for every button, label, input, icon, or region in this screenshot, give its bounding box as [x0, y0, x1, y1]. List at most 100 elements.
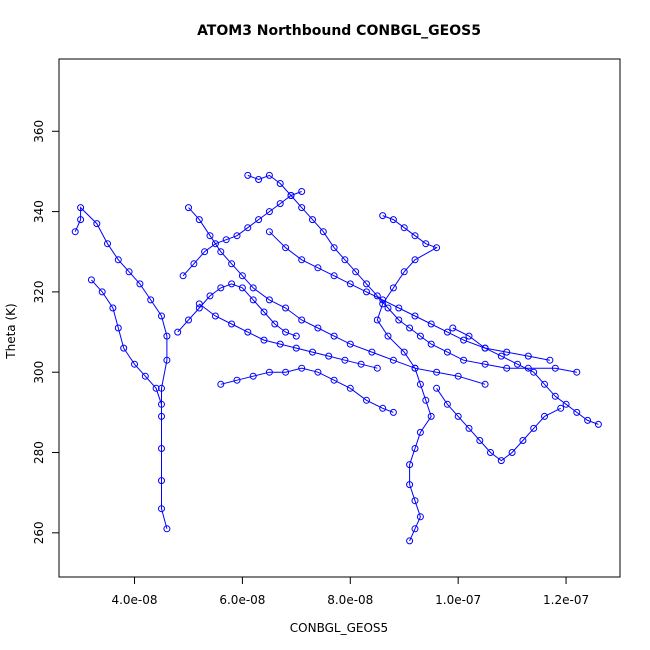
data-point — [400, 268, 408, 276]
data-point — [265, 228, 273, 236]
data-point — [131, 360, 138, 368]
data-point — [357, 360, 365, 368]
data-point — [514, 360, 521, 368]
data-series — [71, 204, 171, 533]
data-point — [179, 272, 187, 280]
data-point — [481, 360, 489, 368]
data-point — [158, 445, 165, 452]
data-point — [411, 497, 419, 505]
data-point — [244, 328, 252, 336]
data-point — [298, 204, 306, 212]
data-point — [260, 336, 268, 344]
data-point — [584, 416, 592, 424]
data-point — [551, 364, 559, 372]
data-point — [211, 240, 219, 248]
data-point — [309, 216, 316, 224]
data-point — [481, 344, 489, 352]
y-axis: 260 280 300 320 340 360 — [32, 120, 60, 544]
data-point — [389, 356, 397, 364]
data-point — [389, 216, 397, 224]
data-point — [141, 372, 149, 380]
data-series — [217, 364, 397, 416]
x-axis-label: CONBGL_GEOS5 — [290, 621, 388, 635]
data-point — [363, 288, 370, 296]
y-axis-label: Theta (K) — [4, 303, 18, 359]
data-point — [190, 260, 198, 268]
data-point — [292, 344, 300, 352]
data-point — [341, 256, 349, 264]
data-point — [109, 304, 117, 312]
data-point — [573, 368, 581, 376]
data-point — [508, 449, 516, 456]
data-point — [244, 224, 252, 232]
data-point — [158, 477, 165, 485]
data-point — [158, 400, 165, 408]
data-point — [158, 505, 165, 513]
data-point — [530, 368, 538, 376]
data-point — [292, 332, 300, 340]
data-point — [158, 412, 165, 420]
data-point — [384, 304, 392, 312]
data-point — [298, 316, 306, 324]
data-point — [98, 288, 106, 296]
data-point — [406, 537, 414, 545]
data-point — [433, 244, 441, 252]
data-point — [416, 428, 424, 436]
data-point — [422, 240, 430, 248]
data-point — [330, 244, 338, 252]
data-point — [363, 396, 370, 404]
data-point — [265, 208, 273, 216]
data-point — [416, 332, 424, 340]
data-point — [465, 424, 473, 432]
data-point — [314, 264, 322, 272]
data-point — [379, 296, 387, 304]
data-point — [152, 384, 160, 392]
data-point — [77, 204, 85, 212]
data-point — [503, 348, 511, 356]
data-point — [411, 312, 419, 320]
data-point — [573, 408, 581, 416]
data-point — [411, 364, 419, 372]
data-point — [255, 216, 263, 224]
data-point — [77, 216, 85, 224]
y-tick-label: 320 — [32, 280, 46, 303]
x-tick-label: 4.0e-08 — [111, 593, 157, 607]
data-point — [384, 332, 392, 340]
data-point — [244, 171, 252, 179]
data-point — [228, 260, 236, 268]
data-point — [211, 312, 219, 320]
data-point — [411, 445, 419, 452]
data-point — [395, 316, 403, 324]
data-series — [179, 188, 306, 280]
data-point — [411, 525, 419, 533]
data-point — [195, 216, 203, 224]
data-point — [465, 332, 473, 340]
data-point — [325, 352, 333, 360]
data-point — [265, 296, 273, 304]
data-point — [400, 348, 408, 356]
y-tick-label: 300 — [32, 361, 46, 384]
series-line — [91, 279, 162, 405]
data-point — [454, 372, 462, 380]
data-point — [352, 268, 360, 276]
data-point — [551, 392, 559, 400]
series-line — [269, 231, 550, 361]
data-point — [497, 352, 505, 360]
data-point — [195, 304, 203, 312]
data-point — [287, 192, 295, 199]
y-tick-label: 360 — [32, 120, 46, 143]
data-series — [174, 280, 300, 340]
data-point — [228, 280, 236, 288]
data-point — [406, 481, 414, 489]
data-point — [594, 420, 602, 428]
data-point — [276, 180, 284, 187]
data-point — [309, 348, 316, 356]
data-point — [416, 513, 424, 521]
data-point — [265, 368, 273, 376]
data-point — [454, 412, 462, 420]
data-point — [206, 232, 214, 240]
data-point — [158, 384, 165, 392]
data-point — [114, 324, 122, 332]
x-tick-label: 1.2e-07 — [543, 593, 589, 607]
